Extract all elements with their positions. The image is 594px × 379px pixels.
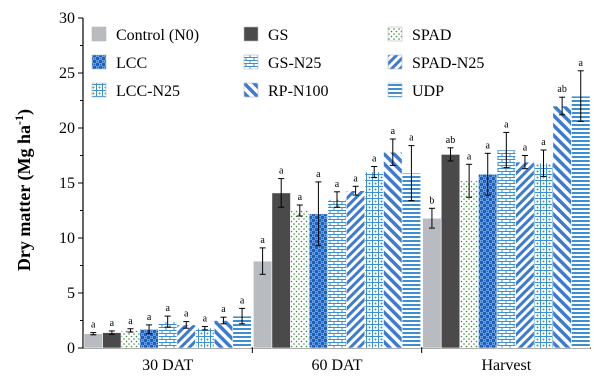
significance-label: a: [110, 318, 115, 329]
legend-label: RP-N100: [268, 83, 328, 100]
bar: [478, 173, 498, 349]
significance-label: a: [523, 143, 528, 154]
y-tick-label: 30: [59, 10, 75, 27]
significance-label: a: [504, 119, 509, 130]
bar: [271, 192, 291, 349]
legend-label: LCC: [116, 55, 147, 72]
significance-label: a: [486, 140, 491, 151]
y-tick-label: 15: [59, 175, 75, 192]
bar: [195, 327, 215, 349]
legend-swatch: [243, 26, 259, 42]
legend-swatch: [387, 54, 403, 70]
bar: [515, 161, 535, 349]
bar: [290, 210, 310, 349]
significance-label: a: [260, 235, 265, 246]
significance-label: a: [353, 173, 358, 184]
significance-label: a: [409, 133, 414, 144]
significance-label: ab: [557, 84, 566, 95]
legend-swatch: [91, 82, 107, 98]
significance-label: a: [391, 126, 396, 137]
bar: [364, 171, 384, 349]
significance-label: a: [467, 151, 472, 162]
legend-swatch: [387, 82, 403, 98]
significance-label: a: [147, 312, 152, 323]
y-tick-label: 0: [67, 340, 75, 357]
significance-label: a: [372, 154, 377, 165]
y-axis-label-unit-sup: -1: [12, 115, 26, 125]
bar: [552, 105, 572, 349]
legend-swatch: [243, 82, 259, 98]
y-axis-label-unit-open: (Mg ha: [14, 125, 35, 181]
significance-label: a: [240, 295, 245, 306]
y-tick-label: 25: [59, 65, 75, 82]
y-axis: 0 5 10 15 20 25 30: [59, 10, 83, 357]
legend-label: SPAD-N25: [412, 55, 484, 72]
bar: [440, 154, 461, 349]
legend-swatch: [91, 26, 107, 42]
significance-label: a: [165, 303, 170, 314]
significance-label: a: [184, 309, 189, 320]
significance-label: a: [579, 58, 584, 69]
significance-label: a: [203, 314, 208, 325]
legend-label: Control (N0): [116, 27, 199, 44]
y-tick-label: 10: [59, 230, 75, 247]
significance-label: a: [335, 179, 340, 190]
legend-label: GS-N25: [268, 55, 321, 72]
y-axis-label: Dry matter (Mg ha-1): [12, 109, 35, 271]
significance-label: a: [316, 169, 321, 180]
y-axis-label-unit-close: ): [14, 109, 35, 115]
x-category-label: 30 DAT: [142, 357, 193, 374]
significance-label: a: [541, 137, 546, 148]
legend-label: LCC-N25: [116, 83, 180, 100]
bar: [345, 190, 366, 349]
legend: Control (N0) GS SPAD LCC GS-N25 SPAD-N25 LCC-N…: [91, 26, 484, 100]
bar: [327, 199, 347, 349]
significance-label: a: [279, 166, 284, 177]
significance-label: a: [128, 316, 133, 327]
legend-label: GS: [268, 27, 288, 44]
legend-label: UDP: [412, 83, 444, 100]
x-category-label: Harvest: [481, 357, 531, 374]
y-axis-label-main: Dry matter: [14, 185, 34, 271]
significance-label: a: [221, 304, 226, 315]
bar: [496, 149, 516, 349]
significance-label: b: [429, 195, 434, 206]
bar: [571, 95, 591, 349]
legend-swatch: [243, 54, 259, 70]
bar: [459, 180, 479, 349]
bar: [213, 320, 234, 349]
bar: [120, 330, 141, 349]
legend-label: SPAD: [412, 27, 451, 44]
significance-label: ab: [446, 135, 455, 146]
bar: [383, 151, 403, 349]
significance-label: a: [91, 320, 96, 331]
bar: [83, 333, 103, 349]
x-category-label: 60 DAT: [311, 357, 362, 374]
legend-swatch: [387, 26, 403, 42]
legend-swatch: [91, 54, 107, 70]
bar: [102, 332, 122, 349]
significance-label: a: [298, 192, 303, 203]
x-axis: 30 DAT 60 DAT Harvest: [142, 348, 532, 374]
y-tick-label: 20: [59, 120, 75, 137]
bar: [533, 162, 554, 349]
bar: [422, 217, 442, 349]
y-tick-label: 5: [67, 285, 75, 302]
